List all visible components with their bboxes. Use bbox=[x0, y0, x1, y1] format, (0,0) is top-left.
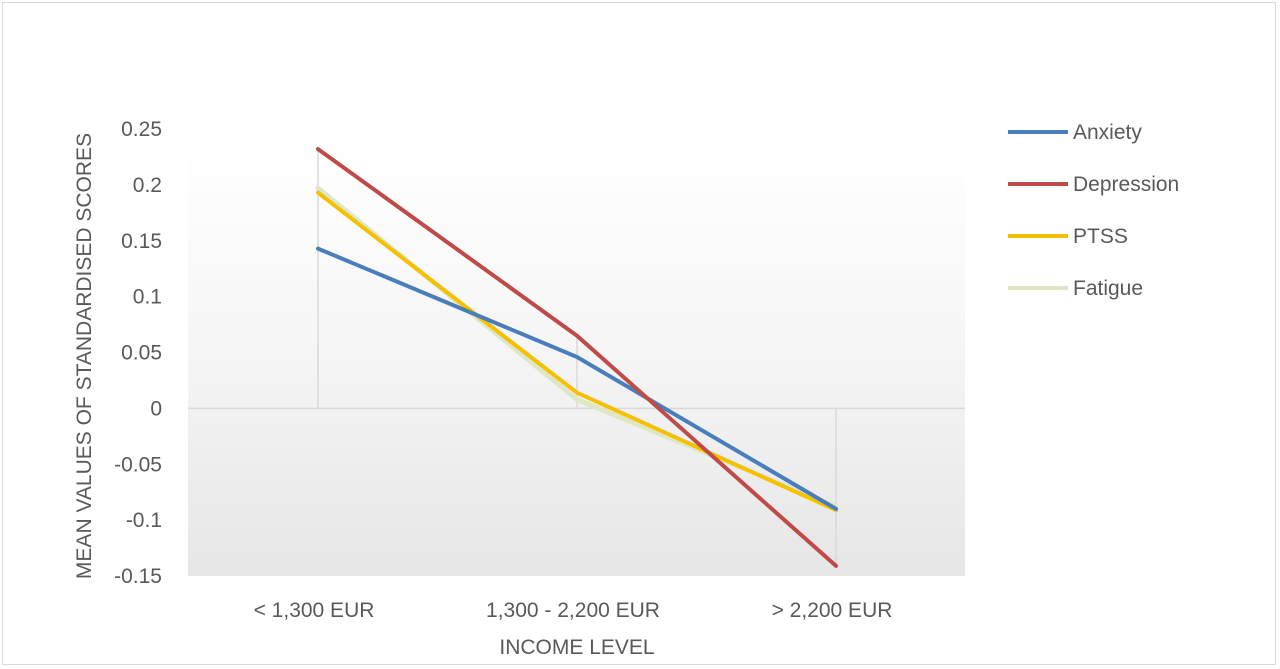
y-tick-label: 0.15 bbox=[121, 230, 162, 253]
x-axis-title: INCOME LEVEL bbox=[499, 636, 654, 659]
y-axis-tick-labels: 0.25 0.2 0.15 0.1 0.05 0 -0.05 -0.1 -0.15 bbox=[114, 118, 162, 588]
x-tick-label: 1,300 - 2,200 EUR bbox=[486, 599, 660, 622]
y-tick-label: 0.05 bbox=[121, 342, 162, 365]
series-line-depression bbox=[316, 147, 838, 568]
y-tick-label: -0.05 bbox=[114, 453, 162, 476]
legend-label-depression: Depression bbox=[1073, 173, 1179, 196]
y-tick-label: -0.15 bbox=[114, 565, 162, 588]
x-tick-label: < 1,300 EUR bbox=[254, 599, 375, 622]
legend-label-ptss: PTSS bbox=[1073, 225, 1128, 248]
y-tick-label: 0 bbox=[150, 397, 162, 420]
series-line-anxiety bbox=[316, 246, 838, 511]
y-tick-label: 0.1 bbox=[133, 286, 162, 309]
y-tick-label: 0.2 bbox=[133, 174, 162, 197]
y-tick-label: 0.25 bbox=[121, 118, 162, 141]
legend-label-anxiety: Anxiety bbox=[1073, 121, 1142, 144]
series-line-ptss bbox=[316, 190, 838, 513]
legend-label-fatigue: Fatigue bbox=[1073, 277, 1143, 300]
series-layer bbox=[315, 147, 839, 568]
y-axis-title: MEAN VALUES OF STANDARDISED SCORES bbox=[73, 133, 96, 579]
x-axis-tick-labels: < 1,300 EUR 1,300 - 2,200 EUR > 2,200 EUR bbox=[254, 599, 893, 622]
y-tick-label: -0.1 bbox=[126, 509, 162, 532]
legend: Anxiety Depression PTSS Fatigue bbox=[1008, 121, 1179, 300]
x-tick-label: > 2,200 EUR bbox=[772, 599, 893, 622]
